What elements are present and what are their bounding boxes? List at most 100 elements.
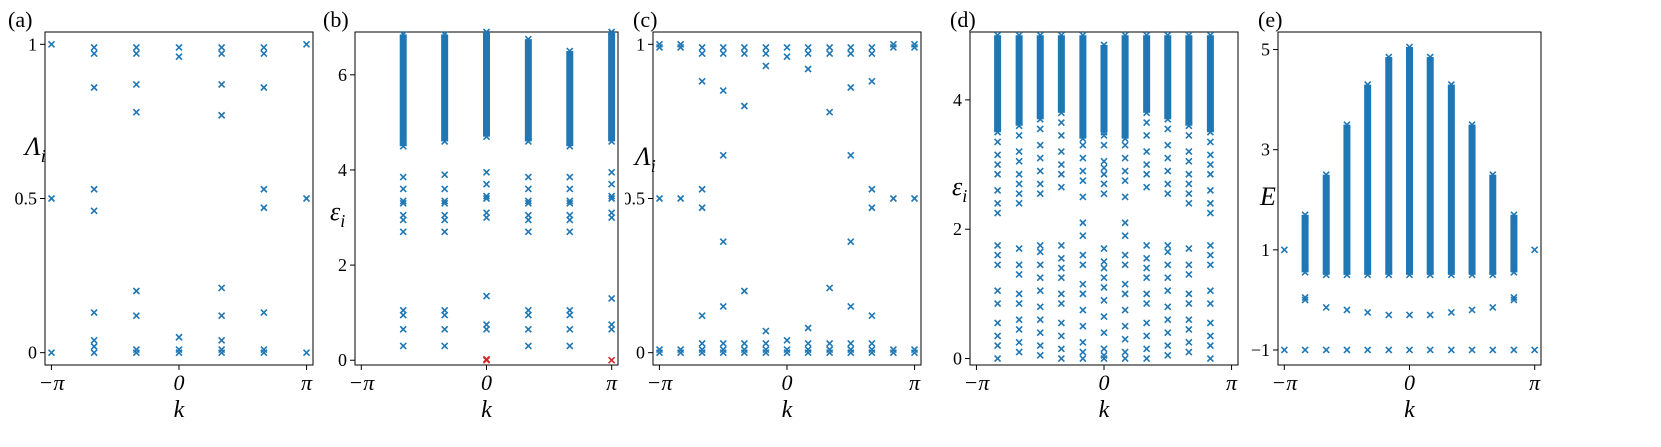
data-point bbox=[132, 80, 140, 88]
data-point bbox=[524, 199, 532, 207]
data-point bbox=[1057, 254, 1065, 262]
band-top-point bbox=[1015, 31, 1023, 39]
data-point bbox=[1079, 348, 1087, 356]
data-point bbox=[399, 325, 407, 333]
data-point bbox=[90, 336, 98, 344]
data-point bbox=[1343, 346, 1351, 354]
data-point bbox=[90, 349, 98, 357]
data-point bbox=[1015, 290, 1023, 298]
band-bottom-point bbox=[1364, 271, 1372, 279]
data-point bbox=[1057, 170, 1065, 178]
data-point bbox=[804, 43, 812, 51]
data-point bbox=[1100, 264, 1108, 272]
data-point bbox=[910, 40, 919, 48]
data-point bbox=[1185, 199, 1193, 207]
band-bottom-point bbox=[1079, 135, 1087, 143]
data-point bbox=[994, 251, 1002, 259]
data-point bbox=[302, 194, 311, 203]
data-point bbox=[719, 238, 727, 246]
data-point bbox=[1185, 148, 1193, 156]
data-point bbox=[1015, 261, 1023, 269]
data-point bbox=[1100, 180, 1108, 188]
data-point bbox=[1079, 141, 1087, 149]
band-bottom-point bbox=[1121, 135, 1129, 143]
data-point bbox=[847, 346, 855, 354]
data-point bbox=[608, 194, 616, 203]
x-tick-label: π bbox=[1226, 370, 1238, 395]
dense-band bbox=[1406, 47, 1413, 275]
data-point bbox=[260, 346, 268, 354]
band-bottom-point bbox=[1510, 268, 1518, 276]
data-point bbox=[132, 50, 140, 58]
data-point bbox=[399, 185, 407, 193]
data-point bbox=[868, 50, 876, 58]
data-point bbox=[762, 327, 770, 335]
band-top-point bbox=[1343, 121, 1351, 129]
data-point bbox=[1079, 167, 1087, 175]
data-point bbox=[1531, 346, 1539, 354]
axes-frame bbox=[652, 31, 922, 366]
data-point bbox=[566, 197, 574, 205]
data-point bbox=[1164, 167, 1172, 175]
data-point bbox=[1079, 232, 1087, 240]
data-point bbox=[1100, 283, 1108, 291]
data-point bbox=[1143, 131, 1151, 140]
data-point bbox=[175, 53, 183, 61]
data-point bbox=[1206, 319, 1214, 327]
data-point bbox=[1185, 190, 1193, 198]
dense-band bbox=[1364, 84, 1372, 275]
data-point bbox=[1143, 160, 1151, 169]
data-point bbox=[655, 40, 664, 48]
x-tick-label: 0 bbox=[1099, 370, 1110, 395]
data-point bbox=[218, 312, 226, 320]
data-point bbox=[302, 40, 311, 48]
data-point bbox=[218, 346, 226, 354]
dense-band bbox=[1343, 124, 1351, 275]
band-top-point bbox=[1385, 53, 1393, 61]
dense-band bbox=[1164, 35, 1172, 120]
data-point bbox=[1143, 254, 1151, 262]
data-point bbox=[698, 43, 706, 51]
data-point bbox=[482, 292, 491, 300]
dense-band bbox=[1426, 57, 1434, 275]
data-point bbox=[608, 356, 616, 364]
data-point bbox=[655, 346, 664, 354]
data-point bbox=[826, 108, 834, 116]
data-point bbox=[719, 339, 727, 347]
data-point bbox=[1036, 287, 1044, 295]
data-point bbox=[1143, 264, 1151, 272]
data-point bbox=[1036, 241, 1044, 249]
band-bottom-point bbox=[1426, 271, 1434, 279]
dense-band bbox=[1206, 35, 1214, 133]
data-point bbox=[1143, 183, 1151, 191]
x-axis-label: k bbox=[1099, 397, 1110, 423]
x-tick-label: −π bbox=[963, 370, 990, 395]
dense-band bbox=[1100, 44, 1108, 133]
data-point bbox=[1426, 346, 1434, 354]
band-top-point bbox=[1036, 31, 1044, 39]
band-bottom-point bbox=[994, 128, 1002, 136]
y-tick-label: 0 bbox=[28, 343, 37, 363]
data-point bbox=[399, 211, 407, 219]
dense-band bbox=[524, 39, 532, 142]
data-point bbox=[994, 287, 1002, 295]
data-point bbox=[1079, 177, 1087, 185]
data-point bbox=[1185, 348, 1193, 356]
data-point bbox=[994, 160, 1002, 169]
data-point bbox=[994, 170, 1002, 178]
data-point bbox=[1185, 180, 1193, 188]
data-point bbox=[804, 324, 812, 332]
band-bottom-point bbox=[566, 142, 574, 150]
data-point bbox=[698, 312, 706, 320]
data-point bbox=[804, 339, 812, 347]
data-point bbox=[441, 197, 449, 205]
data-point bbox=[1143, 332, 1151, 340]
data-point bbox=[1079, 290, 1087, 298]
data-point bbox=[1057, 183, 1065, 191]
y-tick-label: 0.5 bbox=[15, 189, 38, 209]
data-point bbox=[1164, 351, 1172, 359]
data-point bbox=[1057, 131, 1065, 140]
x-tick-label: 0 bbox=[481, 370, 492, 395]
data-point bbox=[1206, 160, 1214, 169]
data-point bbox=[1185, 316, 1193, 324]
